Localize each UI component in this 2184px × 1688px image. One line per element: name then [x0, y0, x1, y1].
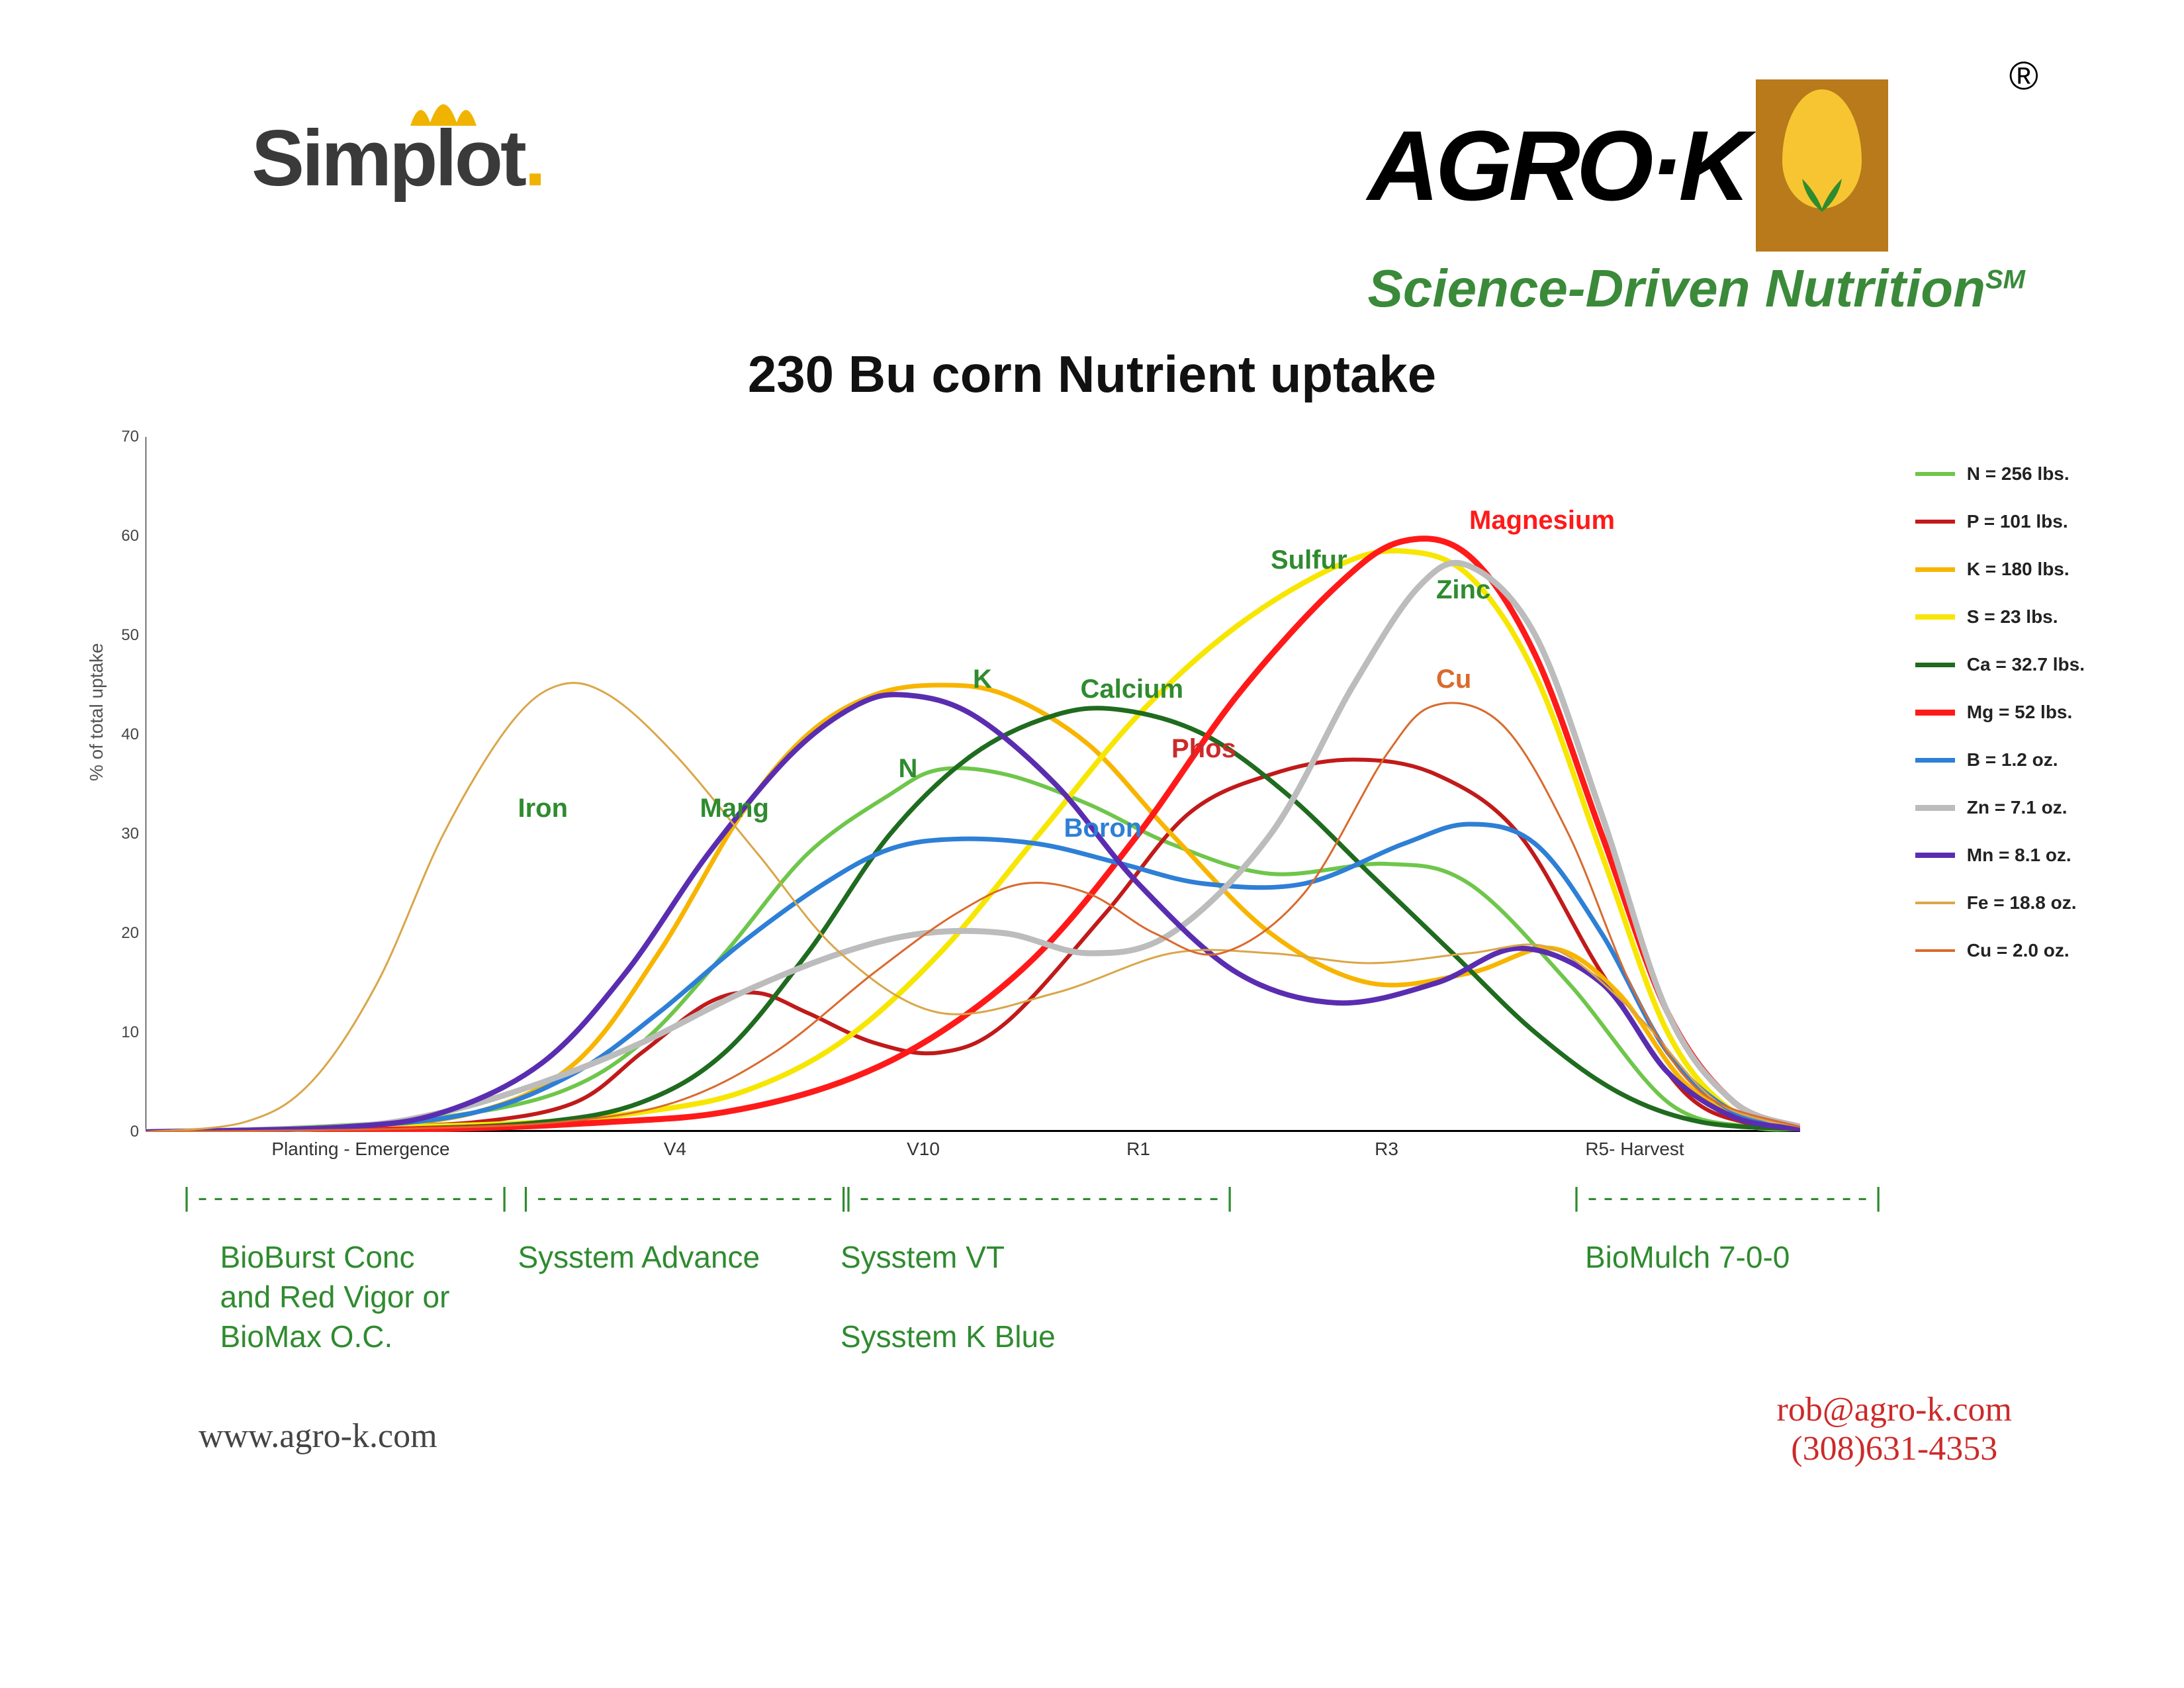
footer-email: rob@agro-k.com [1777, 1390, 2012, 1429]
legend-swatch [1915, 710, 1955, 716]
footer-phone: (308)631-4353 [1777, 1429, 2012, 1468]
series-Ca [146, 708, 1800, 1132]
y-tick: 20 [113, 924, 139, 943]
nutrient-uptake-chart [146, 437, 1800, 1132]
agrok-wordmark: AGRO·K [1367, 109, 1746, 223]
legend-item-N: N = 256 lbs. [1915, 463, 2085, 485]
legend-swatch [1915, 758, 1955, 763]
legend-item-Zn: Zn = 7.1 oz. [1915, 797, 2085, 818]
y-tick: 40 [113, 726, 139, 744]
curve-label-Fe: Iron [518, 794, 569, 823]
legend-label: Ca = 32.7 lbs. [1967, 654, 2085, 675]
x-tick: R3 [1375, 1139, 1398, 1160]
curve-label-B: Boron [1064, 814, 1142, 843]
stage-bracket: |------------------| [1569, 1185, 1886, 1215]
simplot-logo: Simplot. [251, 113, 543, 204]
y-tick: 10 [113, 1023, 139, 1042]
y-tick: 50 [113, 626, 139, 645]
legend-item-Mg: Mg = 52 lbs. [1915, 702, 2085, 723]
x-tick: R5- Harvest [1585, 1139, 1684, 1160]
legend-item-Ca: Ca = 32.7 lbs. [1915, 654, 2085, 675]
y-tick: 30 [113, 825, 139, 843]
legend-label: Zn = 7.1 oz. [1967, 797, 2068, 818]
legend-item-Mn: Mn = 8.1 oz. [1915, 845, 2085, 866]
legend-item-S: S = 23 lbs. [1915, 606, 2085, 628]
curve-label-N: N [899, 754, 918, 784]
agrok-drop-icon [1756, 79, 1888, 252]
legend-item-Fe: Fe = 18.8 oz. [1915, 892, 2085, 914]
legend-swatch [1915, 520, 1955, 524]
curve-label-Mg: Magnesium [1469, 506, 1615, 536]
legend-label: K = 180 lbs. [1967, 559, 2070, 580]
curve-label-Cu: Cu [1436, 665, 1471, 694]
legend-label: Fe = 18.8 oz. [1967, 892, 2077, 914]
stage-label: BioMulch 7-0-0 [1585, 1238, 1790, 1278]
curve-label-S: Sulfur [1271, 545, 1347, 575]
stage-bracket: |-----------------------| [841, 1185, 1238, 1215]
chart-legend: N = 256 lbs. P = 101 lbs. K = 180 lbs. S = … [1915, 463, 2085, 988]
legend-swatch [1915, 663, 1955, 667]
legend-swatch [1915, 567, 1955, 572]
legend-item-K: K = 180 lbs. [1915, 559, 2085, 580]
curve-label-Mn: Mang [700, 794, 769, 823]
legend-swatch [1915, 949, 1955, 952]
curve-label-Zn: Zinc [1436, 575, 1490, 605]
y-tick: 0 [113, 1123, 139, 1141]
stage-label: Sysstem VTSysstem K Blue [841, 1238, 1056, 1356]
registered-mark: ® [2009, 53, 2038, 99]
x-tick: V4 [664, 1139, 686, 1160]
legend-swatch [1915, 614, 1955, 620]
y-tick: 60 [113, 527, 139, 545]
y-tick: 70 [113, 428, 139, 446]
agrok-logo-block: AGRO·K Science-Driven NutritionSM [1367, 79, 2025, 319]
x-tick: V10 [907, 1139, 940, 1160]
legend-item-B: B = 1.2 oz. [1915, 749, 2085, 771]
stage-label: Sysstem Advance [518, 1238, 760, 1278]
series-Fe [146, 683, 1800, 1132]
legend-swatch [1915, 472, 1955, 476]
curve-label-P: Phos [1171, 734, 1236, 764]
legend-item-P: P = 101 lbs. [1915, 511, 2085, 532]
legend-label: Mn = 8.1 oz. [1967, 845, 2071, 866]
stage-bracket: |-------------------| [518, 1185, 852, 1215]
y-axis-label: % of total uptake [86, 643, 107, 781]
legend-label: S = 23 lbs. [1967, 606, 2058, 628]
curve-label-K: K [973, 665, 992, 694]
legend-label: Cu = 2.0 oz. [1967, 940, 2070, 961]
chart-title: 230 Bu corn Nutrient uptake [748, 344, 1436, 404]
stage-bracket: |-------------------| [179, 1185, 512, 1215]
legend-label: B = 1.2 oz. [1967, 749, 2058, 771]
footer-contact: rob@agro-k.com (308)631-4353 [1777, 1390, 2012, 1468]
x-tick: Planting - Emergence [271, 1139, 449, 1160]
legend-item-Cu: Cu = 2.0 oz. [1915, 940, 2085, 961]
footer-website: www.agro-k.com [199, 1417, 437, 1456]
x-tick: R1 [1126, 1139, 1150, 1160]
legend-swatch [1915, 805, 1955, 811]
legend-label: Mg = 52 lbs. [1967, 702, 2073, 723]
stage-label: BioBurst Concand Red Vigor orBioMax O.C. [220, 1238, 450, 1356]
agrok-tagline: Science-Driven NutritionSM [1367, 258, 2025, 319]
legend-swatch [1915, 902, 1955, 904]
legend-swatch [1915, 853, 1955, 858]
series-B [146, 824, 1800, 1132]
legend-label: P = 101 lbs. [1967, 511, 2068, 532]
curve-label-Ca: Calcium [1081, 675, 1184, 704]
legend-label: N = 256 lbs. [1967, 463, 2070, 485]
